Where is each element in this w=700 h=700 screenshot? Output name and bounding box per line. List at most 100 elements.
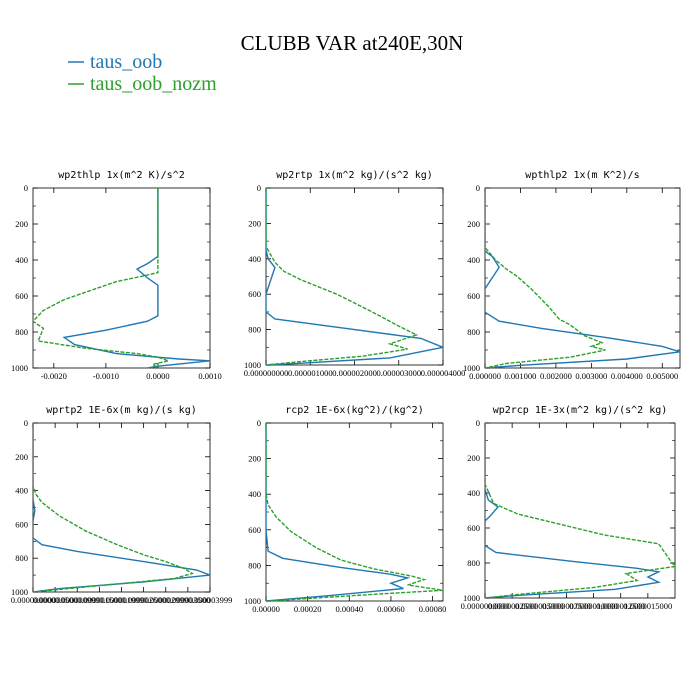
series-line-taus_oob <box>266 423 411 601</box>
panel-title: wprtp2 1E-6x(m kg)/(s kg) <box>46 405 197 416</box>
y-tick-label: 0 <box>24 418 28 428</box>
y-tick-label: 600 <box>248 525 261 535</box>
y-tick-label: 600 <box>467 291 480 301</box>
panel-4: wprtp2 1E-6x(m kg)/(s kg) 0 200 400 600 800 10… <box>11 405 233 605</box>
x-tick-label: 0.005000 <box>646 371 678 381</box>
y-tick-label: 1000 <box>11 587 28 597</box>
x-tick-label: 0.001000 <box>505 371 537 381</box>
legend-label-taus_oob: taus_oob <box>90 51 162 73</box>
legend-label-taus_oob_nozm: taus_oob_nozm <box>90 73 217 95</box>
axes-frame <box>484 422 676 599</box>
x-tick-label: 0.000001999 <box>99 595 144 605</box>
y-tick-label: 400 <box>15 486 28 496</box>
y-tick-label: 800 <box>467 558 480 568</box>
y-tick-label: 600 <box>248 289 261 299</box>
x-tick-label: 0.000002500 <box>121 595 166 605</box>
series-line-taus_oob <box>485 188 680 368</box>
y-tick-label: 400 <box>467 488 480 498</box>
y-tick-label: 600 <box>15 291 28 301</box>
y-tick-label: 400 <box>15 255 28 265</box>
x-tick-label: 0.0000 <box>146 371 169 381</box>
series-line-taus_oob <box>33 423 210 592</box>
x-tick-label: 0.000000 <box>469 371 501 381</box>
panel-title: wp2rtp 1x(m^2 kg)/(s^2 kg) <box>276 170 433 181</box>
panel-title: rcp2 1E-6x(kg^2)/(kg^2) <box>285 405 423 416</box>
y-tick-label: 200 <box>467 453 480 463</box>
y-tick-label: 400 <box>467 255 480 265</box>
y-tick-label: 400 <box>248 489 261 499</box>
series-line-taus_oob_nozm <box>33 188 171 368</box>
x-tick-label: 0.000002000 <box>332 368 377 378</box>
x-tick-label: 0.002000 <box>540 371 572 381</box>
series-line-taus_oob_nozm <box>266 188 419 365</box>
y-tick-label: 0 <box>257 418 261 428</box>
y-tick-label: 1000 <box>244 360 261 370</box>
y-tick-label: 400 <box>248 254 261 264</box>
series-line-taus_oob <box>62 188 210 368</box>
y-tick-label: 0 <box>476 418 480 428</box>
y-tick-label: 0 <box>476 183 480 193</box>
y-tick-label: 800 <box>15 553 28 563</box>
x-tick-label: 0.000003999 <box>188 595 233 605</box>
series-line-taus_oob_nozm <box>485 423 675 598</box>
y-tick-label: 1000 <box>463 363 480 373</box>
panel-2: wp2rtp 1x(m^2 kg)/(s^2 kg) 0 200 400 600 800 1… <box>244 170 466 378</box>
y-tick-label: 600 <box>467 523 480 533</box>
x-tick-label: 0.000001000 <box>288 368 333 378</box>
y-tick-label: 200 <box>248 218 261 228</box>
panel-title: wp2thlp 1x(m^2 K)/s^2 <box>58 170 184 181</box>
y-tick-label: 600 <box>15 519 28 529</box>
axes-frame <box>32 422 211 593</box>
y-tick-label: 200 <box>15 452 28 462</box>
series-line-taus_oob <box>266 188 443 365</box>
x-tick-label: 0.000001500 <box>77 595 122 605</box>
x-tick-label: 0.000000000 <box>244 368 289 378</box>
x-tick-label: 0.00080 <box>419 604 447 614</box>
y-tick-label: 800 <box>248 560 261 570</box>
y-tick-label: 1000 <box>244 596 261 606</box>
x-tick-label: 0.0000002500 <box>488 601 537 611</box>
panel-1: wp2thlp 1x(m^2 K)/s^2 0 200 400 600 800 1000 -0… <box>11 170 222 381</box>
x-tick-label: 0.0000012500 <box>596 601 645 611</box>
series-line-taus_oob_nozm <box>485 188 606 368</box>
panels: wp2thlp 1x(m^2 K)/s^2 0 200 400 600 800 1000 -0… <box>11 170 681 614</box>
y-tick-label: 0 <box>257 183 261 193</box>
panel-title: wp2rcp 1E-3x(m^2 kg)/(s^2 kg) <box>493 405 668 416</box>
series-line-taus_oob_nozm <box>266 423 443 601</box>
axes-frame <box>484 187 681 369</box>
panel-6: wp2rcp 1E-3x(m^2 kg)/(s^2 kg) 0 200 400 600 8… <box>461 405 676 611</box>
series-line-taus_oob_nozm <box>33 423 195 592</box>
x-tick-label: 0.0010 <box>198 371 221 381</box>
y-tick-label: 800 <box>15 327 28 337</box>
x-tick-label: 0.0000015000 <box>623 601 672 611</box>
x-tick-label: 0.000002999 <box>143 595 188 605</box>
x-tick-label: 0.0000005000 <box>515 601 564 611</box>
y-tick-label: 1000 <box>463 593 480 603</box>
x-tick-label: 0.00020 <box>294 604 322 614</box>
x-tick-label: 0.000004000 <box>421 368 466 378</box>
x-tick-label: 0.00000 <box>252 604 280 614</box>
y-tick-label: 200 <box>467 219 480 229</box>
x-tick-label: 0.0000010000 <box>569 601 618 611</box>
x-tick-label: 0.000000000 <box>11 595 56 605</box>
x-tick-label: 0.000003000 <box>376 368 421 378</box>
axes-frame <box>265 422 444 602</box>
axes-frame <box>32 187 211 369</box>
series-line-taus_oob <box>485 423 662 598</box>
y-tick-label: 800 <box>248 325 261 335</box>
y-tick-label: 0 <box>24 183 28 193</box>
x-tick-label: 0.004000 <box>611 371 643 381</box>
figure-title: CLUBB VAR at240E,30N <box>241 31 464 55</box>
x-tick-label: 0.003000 <box>575 371 607 381</box>
y-tick-label: 200 <box>248 454 261 464</box>
y-tick-label: 200 <box>15 219 28 229</box>
panel-3: wpthlp2 1x(m K^2)/s020040060080010000.00… <box>463 170 681 381</box>
x-tick-label: -0.0010 <box>93 371 119 381</box>
x-tick-label: 0.000003500 <box>166 595 211 605</box>
x-tick-label: 0.00060 <box>377 604 405 614</box>
y-tick-label: 800 <box>467 327 480 337</box>
panel-title: wpthlp2 1x(m K^2)/s <box>525 170 639 181</box>
x-tick-label: 0.000000999 <box>55 595 100 605</box>
